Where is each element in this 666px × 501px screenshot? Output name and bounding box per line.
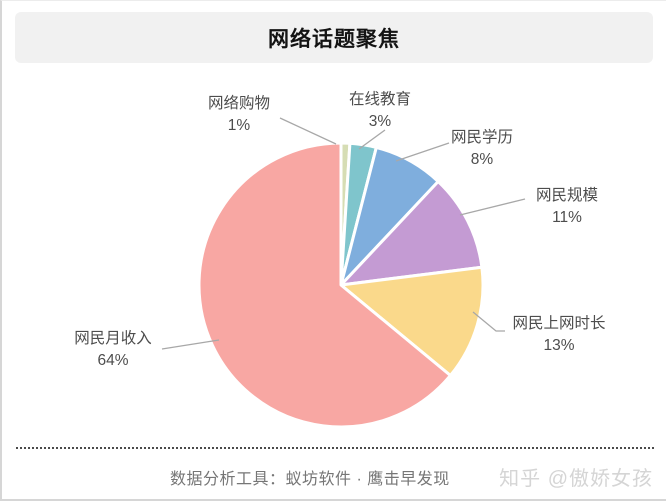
page-title: 网络话题聚焦	[268, 27, 400, 51]
slice-label-name: 网民规模	[535, 187, 598, 204]
slice-label-monthly-income: 网民月收入 64%	[43, 328, 183, 372]
slice-label-percent: 3%	[368, 113, 392, 130]
slice-label-percent: 11%	[552, 209, 582, 226]
title-bar: 网络话题聚焦	[15, 12, 653, 63]
watermark-text: 知乎 @傲娇女孩	[499, 468, 653, 490]
slice-label-netizen-scale: 网民规模 11%	[497, 185, 637, 229]
slice-label-name: 网民学历	[450, 129, 513, 146]
leader-line-online-duration	[472, 311, 505, 332]
slice-label-netizen-education: 网民学历 8%	[412, 127, 552, 171]
slice-label-percent: 13%	[543, 337, 575, 354]
leader-line-netizen-education	[395, 142, 450, 162]
data-source-text: 数据分析工具：蚁坊软件 · 鹰击早发现	[170, 471, 450, 488]
slice-label-online-shopping: 网络购物 1%	[169, 93, 309, 137]
leader-line-online-shopping	[279, 117, 337, 145]
slice-label-online-duration: 网民上网时长 13%	[489, 313, 629, 357]
pie-slices	[197, 141, 485, 429]
pie-slice-5	[197, 141, 452, 429]
slice-label-percent: 64%	[97, 352, 129, 369]
slice-label-name: 在线教育	[348, 91, 411, 108]
slice-label-name: 网民上网时长	[512, 315, 606, 332]
dotted-divider	[16, 447, 654, 449]
slice-label-percent: 8%	[470, 151, 494, 168]
pie-slice-3	[339, 179, 484, 287]
pie-slice-4	[339, 265, 485, 378]
slice-label-name: 网民月收入	[74, 330, 152, 347]
slice-label-name: 网络购物	[207, 95, 270, 112]
leader-line-online-education	[358, 129, 386, 150]
slice-label-online-education: 在线教育 3%	[310, 89, 450, 133]
leader-line-netizen-scale	[459, 198, 526, 216]
slice-label-percent: 1%	[227, 117, 251, 134]
leader-line-monthly-income	[161, 339, 220, 350]
